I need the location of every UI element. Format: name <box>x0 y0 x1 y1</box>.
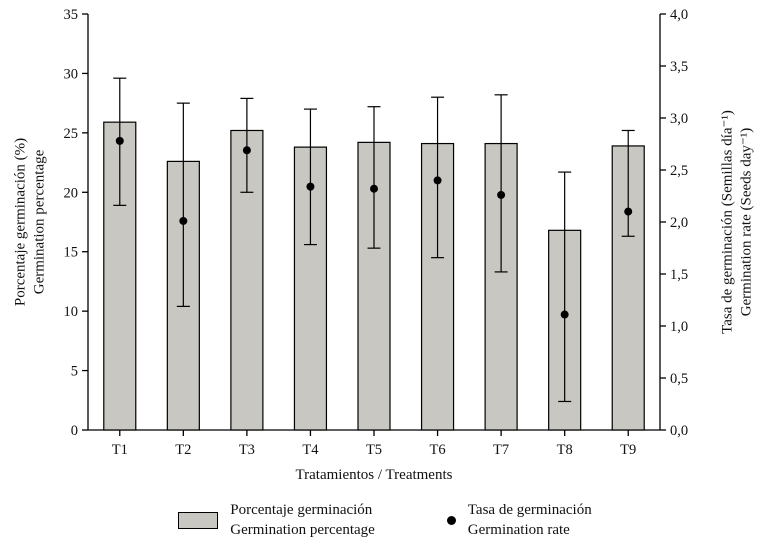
right-tick-label: 4,0 <box>670 7 688 23</box>
x-tick-label: T5 <box>366 442 382 458</box>
left-tick-label: 20 <box>64 185 79 201</box>
bar-swatch-icon <box>178 512 219 529</box>
legend-bar-line2: Germination percentage <box>230 521 375 538</box>
legend: Porcentaje germinación Germination perce… <box>0 501 770 540</box>
right-tick-label: 0,5 <box>670 371 688 387</box>
rate-dot-T1 <box>115 136 124 145</box>
left-tick-label: 15 <box>64 245 79 261</box>
x-tick-label: T4 <box>302 442 319 458</box>
x-tick-label: T3 <box>239 442 255 458</box>
left-tick-label: 0 <box>71 423 78 439</box>
left-axis-title-line2: Germination percentage <box>31 149 47 295</box>
left-axis-title-line1: Porcentaje germinación (%) <box>12 137 29 307</box>
left-axis-title: Porcentaje germinación (%) Germination p… <box>11 138 49 306</box>
rate-dot-T3 <box>242 146 251 155</box>
rate-dot-T4 <box>306 182 315 191</box>
bar-T6 <box>420 142 455 431</box>
rate-dot-T7 <box>497 190 506 199</box>
legend-bar-label: Porcentaje germinación Germination perce… <box>230 501 375 540</box>
x-tick-label: T9 <box>620 442 636 458</box>
legend-dot-line1: Tasa de germinación <box>467 502 592 518</box>
right-tick-label: 1,5 <box>670 267 688 283</box>
legend-item-bar: Porcentaje germinación Germination perce… <box>178 501 375 540</box>
x-tick-label: T2 <box>175 442 191 458</box>
legend-dot-line2: Germination rate <box>467 521 570 538</box>
right-tick-label: 3,0 <box>670 111 688 127</box>
legend-dot-label: Tasa de germinación Germination rate <box>468 501 592 540</box>
right-tick-label: 2,5 <box>670 163 688 179</box>
left-tick-label: 5 <box>71 364 78 380</box>
rate-dot-T5 <box>370 184 378 193</box>
right-axis-title-line1: Tasa de germinación (Semillas día⁻¹) <box>719 110 736 334</box>
left-tick-label: 30 <box>64 66 79 82</box>
rate-dot-T9 <box>624 207 633 216</box>
right-tick-label: 1,0 <box>670 319 688 335</box>
right-tick-label: 2,0 <box>670 215 688 231</box>
right-tick-label: 0,0 <box>670 423 688 439</box>
x-axis-title: Tratamientos / Treatments <box>295 467 453 483</box>
x-tick-label: T1 <box>112 442 128 458</box>
right-axis-title: Tasa de germinación (Semillas día⁻¹) Ger… <box>718 110 756 334</box>
x-tick-label: T8 <box>557 442 573 458</box>
bar-T9 <box>611 145 645 431</box>
right-tick-label: 3,5 <box>670 59 688 75</box>
x-tick-label: T7 <box>493 442 509 458</box>
legend-item-dot: Tasa de germinación Germination rate <box>446 501 592 540</box>
dot-swatch-icon <box>446 516 456 525</box>
rate-dot-T6 <box>433 176 442 185</box>
left-tick-label: 10 <box>64 304 79 320</box>
left-tick-label: 25 <box>64 126 79 142</box>
left-tick-label: 35 <box>64 7 79 23</box>
right-axis-title-line2: Germination rate (Seeds day⁻¹) <box>738 127 754 317</box>
x-tick-label: T6 <box>430 442 446 458</box>
legend-bar-line1: Porcentaje germinación <box>230 502 373 518</box>
rate-dot-T2 <box>179 216 188 225</box>
rate-dot-T8 <box>560 310 569 319</box>
